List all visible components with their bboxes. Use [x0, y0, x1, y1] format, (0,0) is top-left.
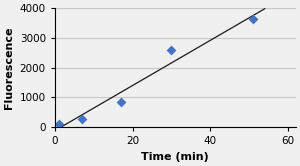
- Y-axis label: Fluorescence: Fluorescence: [4, 26, 14, 109]
- Point: [80, 118, 85, 120]
- Point: [118, 101, 123, 103]
- X-axis label: Time (min): Time (min): [142, 152, 209, 162]
- Point: [56, 122, 61, 125]
- Point: [251, 18, 256, 21]
- Point: [169, 48, 174, 51]
